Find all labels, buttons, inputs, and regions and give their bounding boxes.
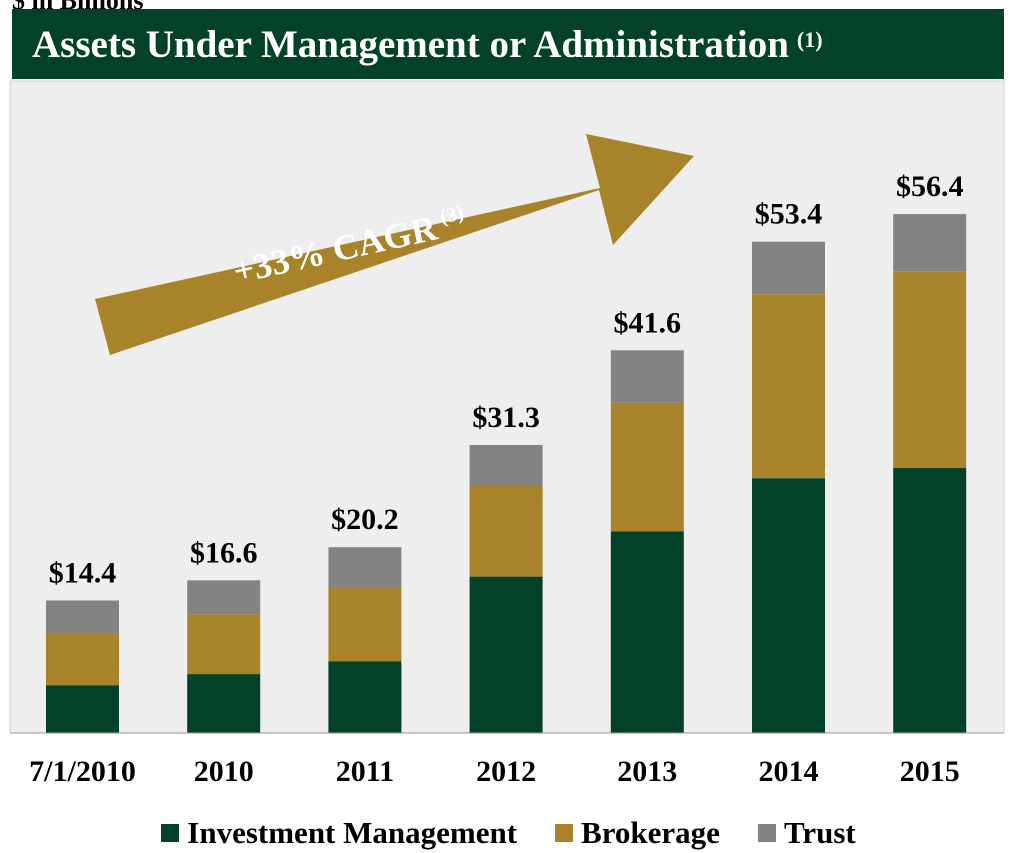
bar-segment-brokerage [187,614,261,675]
legend-label-investment-management: Investment Management [187,815,518,850]
legend-swatch-brokerage [555,824,574,842]
bar-segment-brokerage [469,485,543,577]
bar-segment-investment-management [469,576,543,733]
bar-segment-brokerage [610,402,684,532]
legend-label-brokerage: Brokerage [581,815,720,850]
chart-title-bar: Assets Under Management or Administratio… [12,9,1004,79]
chart-legend: Investment Management Brokerage Trust [0,813,1017,853]
bar-total-label: $16.6 [190,536,258,569]
x-tick-label: 2010 [194,755,254,788]
bar-segment-trust [328,547,402,588]
bar-segment-brokerage [46,633,119,686]
bar-total-label: $53.4 [755,198,823,231]
bar-segment-investment-management [610,531,684,733]
legend-label-trust: Trust [783,815,856,850]
x-tick-label: 2015 [900,755,960,788]
bar-total-label: $20.2 [331,503,399,536]
bar-segment-trust [187,580,261,615]
bar-total-label: $41.6 [614,306,682,339]
bar-total-label: $14.4 [49,557,117,590]
x-tick-label: 2013 [617,755,677,788]
x-axis-labels: 7/1/2010 2010 2011 2012 2013 2014 2015 [29,755,960,788]
x-tick-label: 7/1/2010 [29,755,136,788]
bar-segment-trust [893,214,967,272]
bar-segment-investment-management [752,478,825,733]
legend-item-brokerage: Brokerage [555,815,720,851]
bar-segment-brokerage [328,587,402,662]
bars-group [46,214,967,733]
bar-segment-investment-management [893,468,967,733]
bar-total-label: $56.4 [896,170,964,203]
legend-item-trust: Trust [757,815,856,851]
bar-segment-trust [46,600,119,634]
total-labels-group: $14.4 $16.6 $20.2 $31.3 $41.6 $53.4 $56.4 [49,170,964,589]
bar-segment-trust [752,241,825,295]
title-footnote: (1) [796,27,823,52]
legend-item-investment-management: Investment Management [161,815,517,851]
x-tick-label: 2011 [336,755,394,788]
legend-swatch-investment-management [161,824,180,842]
cagr-arrow-footnote: (3) [438,202,466,229]
bar-segment-brokerage [893,271,967,469]
bar-segment-trust [610,350,684,403]
cagr-arrow-shape [95,134,694,355]
bar-segment-trust [469,445,543,486]
chart-title: Assets Under Management or Administratio… [32,22,789,66]
bar-segment-brokerage [752,294,825,479]
legend-swatch-trust [757,824,776,842]
bar-segment-investment-management [187,674,261,733]
x-tick-label: 2012 [476,755,536,788]
x-tick-label: 2014 [759,755,819,788]
bar-segment-investment-management [46,685,119,733]
bar-total-label: $31.3 [472,401,540,434]
bar-segment-investment-management [328,661,402,733]
